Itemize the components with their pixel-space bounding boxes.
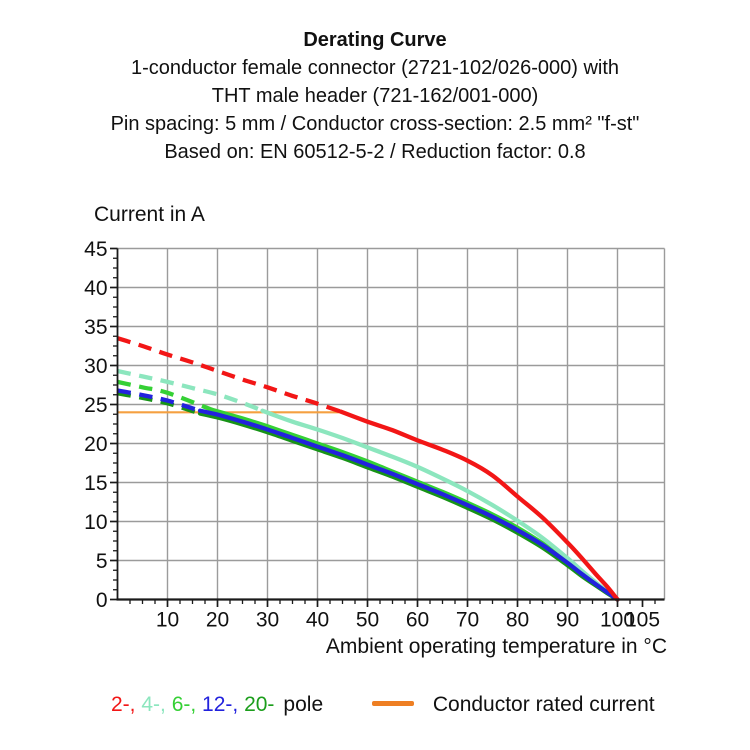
chart-subtitle-line-2: THT male header (721-162/001-000) bbox=[211, 85, 539, 107]
y-tick-label-0: 0 bbox=[96, 589, 108, 612]
chart-subtitle-line-1: 1-conductor female connector (2721-102/0… bbox=[130, 57, 620, 79]
chart-header: Derating Curve 1-conductor female connec… bbox=[0, 26, 750, 166]
curve-6-pole-dashed bbox=[117, 379, 214, 413]
curve-2-pole-dashed bbox=[116, 336, 342, 414]
y-tick-label-40: 40 bbox=[84, 277, 107, 300]
rated-current-line-swatch bbox=[372, 700, 414, 706]
legend-item-6-pole: 6-, bbox=[171, 693, 203, 716]
x-tick-label-100: 100 bbox=[600, 609, 635, 632]
legend-rated-current: Conductor rated current bbox=[372, 693, 655, 717]
curve-12-pole bbox=[197, 408, 620, 602]
chart-title: Derating Curve bbox=[303, 29, 447, 51]
legend-pole-suffix: pole bbox=[283, 693, 324, 716]
legend-item-20-pole: 20- bbox=[244, 693, 275, 716]
y-tick-label-35: 35 bbox=[84, 316, 107, 339]
curve-12-pole-dashed bbox=[117, 388, 201, 413]
chart-subtitle-line-4: Based on: EN 60512-5-2 / Reduction facto… bbox=[164, 141, 586, 163]
legend: 2-, 4-, 6-, 12-, 20- pole Conductor rated… bbox=[0, 693, 750, 727]
x-tick-label-90: 90 bbox=[556, 609, 579, 632]
x-tick-label-10: 10 bbox=[156, 609, 179, 632]
x-tick-label-30: 30 bbox=[256, 609, 279, 632]
y-tick-label-10: 10 bbox=[84, 511, 107, 534]
legend-item-12-pole: 12-, bbox=[202, 693, 245, 716]
x-tick-label-20: 20 bbox=[206, 609, 229, 632]
legend-item-4-pole: 4-, bbox=[141, 693, 172, 716]
curve-4-pole-dashed bbox=[117, 368, 264, 413]
curve-20-pole bbox=[197, 411, 620, 602]
x-axis-title: Ambient operating temperature in °C bbox=[325, 635, 667, 658]
y-axis-title: Current in A bbox=[94, 203, 205, 226]
x-tick-label-50: 50 bbox=[356, 609, 379, 632]
rated-current-label: Conductor rated current bbox=[432, 693, 655, 716]
y-tick-label-25: 25 bbox=[84, 394, 107, 417]
legend-pole-items: 2-, 4-, 6-, 12-, 20- pole bbox=[111, 693, 323, 717]
x-tick-label-105: 105 bbox=[625, 609, 660, 632]
y-tick-label-20: 20 bbox=[84, 433, 107, 456]
y-tick-label-45: 45 bbox=[84, 238, 107, 261]
chart-subtitle-line-3: Pin spacing: 5 mm / Conductor cross-sect… bbox=[110, 113, 640, 135]
y-tick-label-15: 15 bbox=[84, 472, 107, 495]
x-tick-label-60: 60 bbox=[406, 609, 429, 632]
curve-4-pole bbox=[260, 408, 620, 602]
y-tick-label-5: 5 bbox=[96, 550, 108, 573]
curve-20-pole-dashed bbox=[117, 391, 201, 416]
legend-item-2-pole: 2-, bbox=[111, 693, 142, 716]
x-tick-label-80: 80 bbox=[506, 609, 529, 632]
curve-2-pole bbox=[338, 409, 620, 602]
y-tick-label-30: 30 bbox=[84, 355, 107, 378]
x-tick-label-40: 40 bbox=[306, 609, 329, 632]
x-tick-label-70: 70 bbox=[456, 609, 479, 632]
